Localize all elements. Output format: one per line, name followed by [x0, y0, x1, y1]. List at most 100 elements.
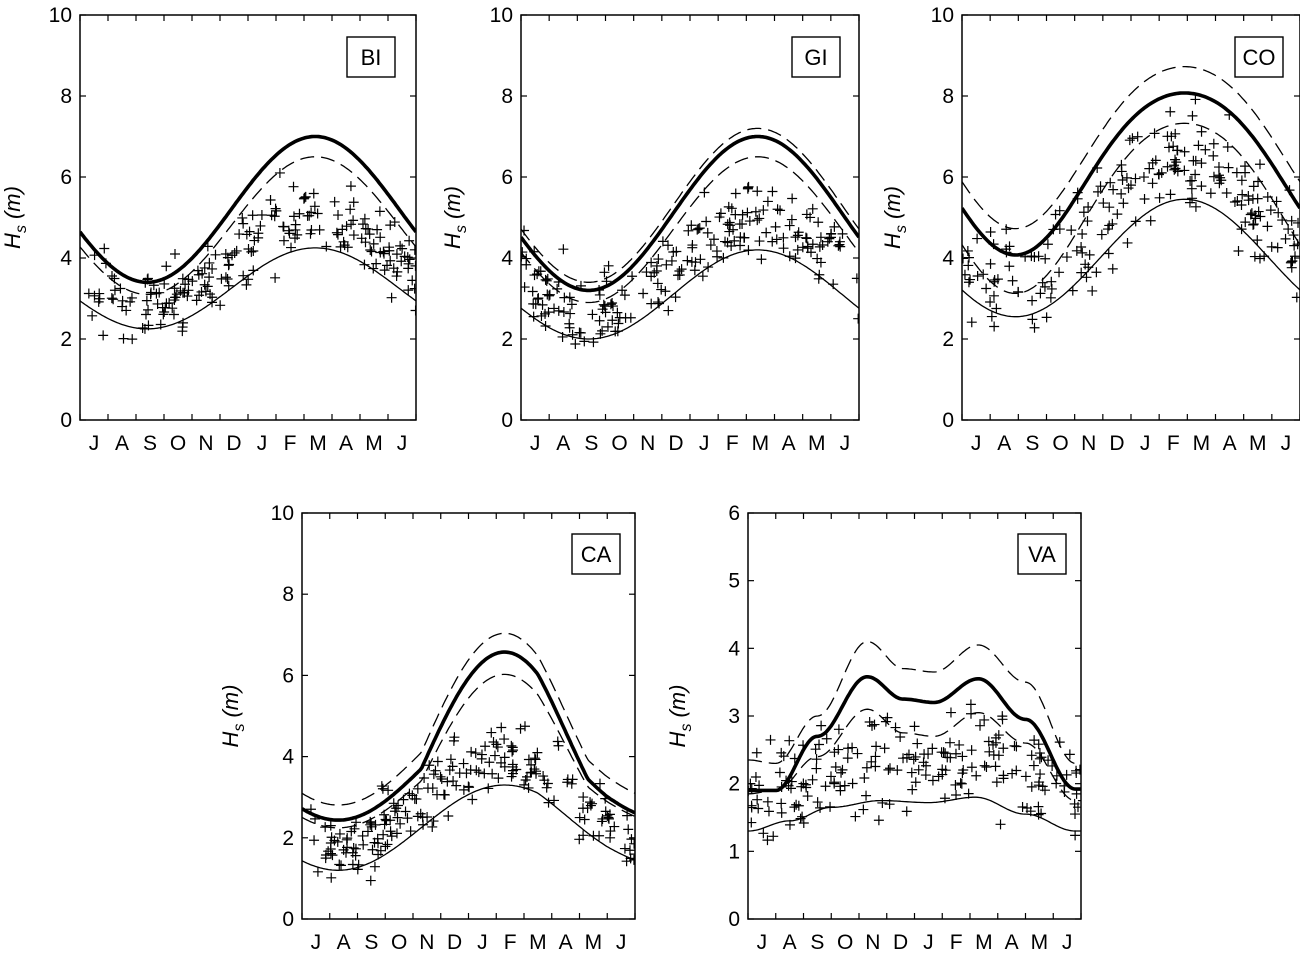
data-point — [521, 247, 528, 258]
data-point — [346, 219, 357, 230]
y-tick-label: 8 — [60, 85, 72, 108]
data-point — [807, 203, 818, 214]
data-point — [754, 213, 765, 224]
data-point — [585, 797, 596, 808]
data-point — [515, 723, 526, 734]
data-point — [597, 813, 608, 824]
data-point — [177, 273, 188, 284]
data-point — [391, 828, 402, 839]
data-point — [1132, 131, 1143, 142]
data-point — [202, 281, 213, 292]
data-point — [379, 265, 390, 276]
data-point — [1007, 275, 1018, 286]
data-point — [963, 260, 974, 271]
data-point — [981, 761, 992, 772]
data-point — [1153, 169, 1164, 180]
data-point — [791, 799, 802, 810]
data-point — [1095, 181, 1106, 192]
data-point — [278, 235, 289, 246]
data-point — [762, 196, 773, 207]
data-point — [966, 317, 977, 328]
data-point — [588, 830, 599, 841]
data-point — [927, 743, 938, 754]
data-point — [532, 747, 543, 758]
data-point — [919, 749, 930, 760]
data-point — [674, 265, 685, 276]
lower-bound-curve — [962, 122, 1300, 295]
data-point — [1223, 162, 1234, 173]
data-point — [1054, 267, 1065, 278]
data-point — [553, 305, 564, 316]
data-point — [1272, 242, 1283, 253]
data-point — [776, 747, 787, 758]
data-point — [907, 784, 918, 795]
data-point — [884, 763, 895, 774]
data-point — [801, 233, 812, 244]
data-point — [1081, 272, 1092, 283]
data-point — [579, 336, 590, 347]
data-point — [294, 208, 305, 219]
data-point — [998, 773, 1009, 784]
data-point — [1293, 217, 1300, 228]
station-tag-box — [346, 36, 396, 78]
data-point — [1076, 242, 1087, 253]
data-point — [579, 814, 590, 825]
data-point — [1273, 207, 1284, 218]
data-point — [1072, 802, 1081, 813]
data-point — [892, 765, 903, 776]
data-point — [912, 738, 923, 749]
x-tick-label: M — [309, 432, 327, 455]
data-point — [724, 226, 735, 237]
data-point — [536, 310, 547, 321]
data-point — [966, 745, 977, 756]
x-tick-label: N — [640, 432, 655, 455]
data-point — [895, 731, 906, 742]
x-tick-label: J — [1140, 432, 1151, 455]
x-tick-label: D — [226, 432, 241, 455]
data-point — [374, 206, 385, 217]
mean-curve — [302, 784, 635, 871]
data-point — [853, 313, 859, 324]
station-tag-box — [1017, 533, 1067, 575]
data-point — [449, 732, 460, 743]
x-tick-label: A — [337, 931, 351, 953]
data-point — [975, 720, 986, 731]
data-point — [1036, 808, 1047, 819]
data-point — [391, 271, 402, 282]
data-point — [879, 743, 890, 754]
data-point — [1253, 206, 1264, 217]
data-point — [553, 740, 564, 751]
data-point — [774, 767, 785, 778]
data-point — [1077, 247, 1088, 258]
data-point — [1154, 192, 1165, 203]
data-point — [989, 321, 1000, 332]
data-point — [161, 261, 172, 272]
x-tick-label: F — [504, 931, 517, 953]
data-point — [359, 213, 370, 224]
data-point — [385, 826, 396, 837]
data-point — [574, 812, 585, 823]
extreme-curve — [521, 134, 859, 293]
data-point — [409, 283, 416, 294]
data-point — [825, 229, 836, 240]
data-point — [1013, 286, 1024, 297]
data-point — [443, 810, 454, 821]
y-tick-label: 0 — [728, 908, 740, 931]
x-tick-label: A — [115, 432, 129, 455]
data-point — [290, 224, 301, 235]
data-point — [109, 285, 120, 296]
y-tick-label: 1 — [728, 840, 740, 863]
station-tag: BI — [361, 45, 382, 70]
data-point — [352, 864, 363, 875]
data-point — [954, 739, 965, 750]
data-point — [1029, 735, 1040, 746]
data-point — [1190, 169, 1201, 180]
x-tick-label: O — [611, 432, 627, 455]
data-point — [552, 736, 563, 747]
data-point — [1118, 198, 1129, 209]
data-point — [859, 773, 870, 783]
data-point — [866, 756, 877, 767]
data-point — [177, 326, 188, 337]
data-point — [629, 838, 635, 849]
